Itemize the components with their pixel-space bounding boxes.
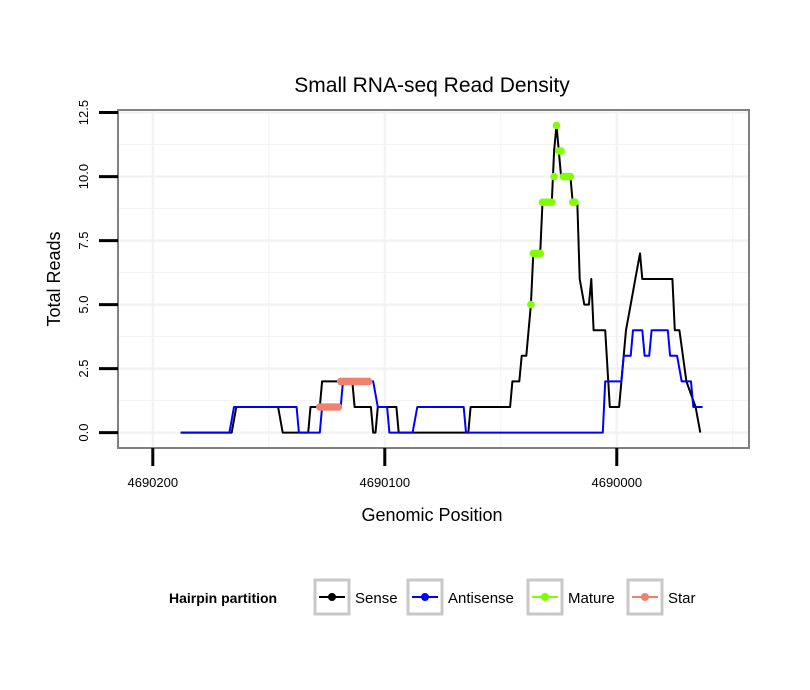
antisense-series-line [180, 329, 703, 434]
y-tick-label: 5.0 [76, 296, 91, 314]
y-tick-label: 10.0 [76, 164, 91, 189]
x-tick-label: 4690000 [591, 475, 642, 490]
legend-swatch-dot-antisense [421, 593, 429, 601]
x-tick-label: 4690200 [127, 475, 178, 490]
legend-swatch-dot-star [641, 593, 649, 601]
plot-panel-border [117, 109, 750, 449]
y-tick-label: 0.0 [76, 424, 91, 442]
mature-point [527, 300, 535, 309]
mature-point [571, 198, 579, 206]
star-point [364, 377, 373, 386]
y-tick-label: 12.5 [76, 100, 91, 125]
mature-point [557, 147, 565, 155]
y-axis-label: Total Reads [44, 231, 64, 326]
y-tick-label: 2.5 [76, 360, 91, 378]
star-point [334, 403, 343, 411]
y-tick-label: 7.5 [76, 232, 91, 250]
mature-point [536, 249, 544, 258]
chart-title: Small RNA-seq Read Density [294, 74, 570, 97]
axes: 0.0 2.5 5.0 7.5 10.0 12.5 4690200 4690100 469000… [76, 100, 642, 490]
x-axis-label: Genomic Position [361, 505, 502, 525]
legend-swatch-dot-sense [328, 593, 336, 601]
mature-point [548, 198, 556, 206]
mature-point [552, 121, 561, 130]
legend: Hairpin partition Sense Antisense Mature Sta… [169, 578, 696, 616]
series-layer [180, 121, 703, 434]
mature-point [550, 172, 558, 181]
grid-lines [118, 110, 749, 448]
legend-label-mature: Mature [568, 590, 615, 607]
x-tick-label: 4690100 [359, 475, 410, 490]
legend-title: Hairpin partition [169, 590, 277, 606]
legend-swatch-dot-mature [541, 593, 549, 601]
legend-label-sense: Sense [355, 590, 398, 607]
legend-label-antisense: Antisense [448, 590, 514, 607]
mature-point [566, 172, 575, 181]
legend-label-star: Star [668, 590, 696, 607]
